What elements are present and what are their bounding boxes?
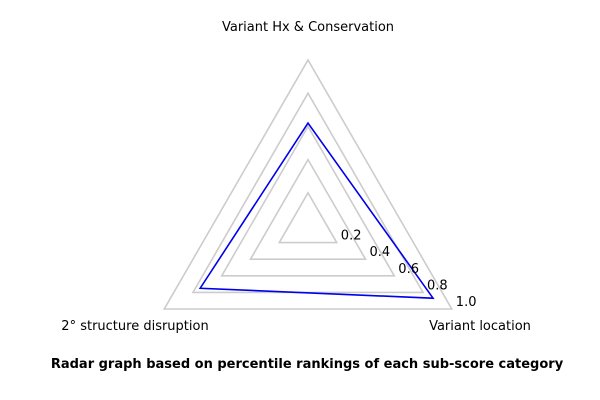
axis-label-top: Variant Hx & Conservation (222, 20, 394, 35)
grid-ring-5 (162, 58, 454, 310)
tick-label-2: 0.4 (370, 245, 391, 260)
series-layer (198, 121, 435, 300)
tick-label-3: 0.6 (398, 262, 419, 277)
series-line-1 (198, 121, 435, 300)
tick-label-4: 0.8 (427, 278, 448, 293)
tick-label-1: 0.2 (341, 229, 362, 244)
tick-label-5: 1.0 (456, 295, 477, 310)
chart-caption: Radar graph based on percentile rankings… (50, 357, 564, 372)
grid-ring-2 (249, 158, 367, 261)
axis-label-left: 2° structure disruption (61, 319, 208, 334)
axis-label-right: Variant location (429, 319, 531, 334)
grid-ring-3 (220, 124, 396, 277)
tick-labels: 0.2 0.4 0.6 0.8 1.0 (341, 229, 477, 310)
grid-ring-1 (277, 191, 339, 244)
